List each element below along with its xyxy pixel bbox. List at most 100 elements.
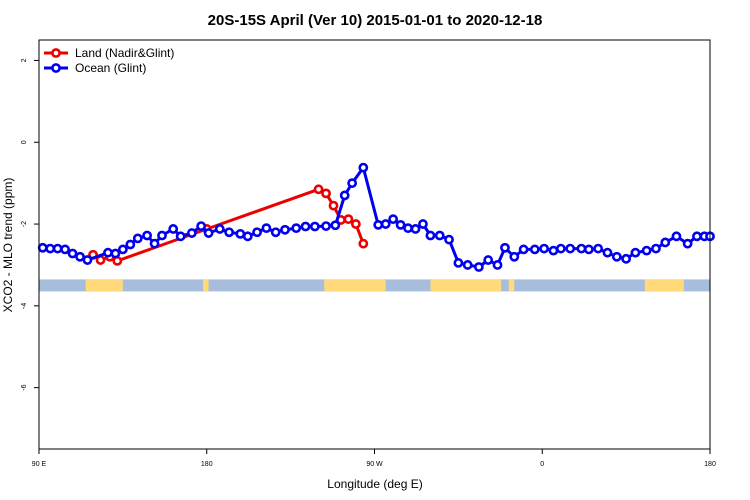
ocean-point (52, 243, 63, 254)
x-tick-label: 0 (540, 461, 544, 468)
ocean-point (425, 230, 436, 241)
x-tick-label: 180 (201, 461, 213, 468)
land-segment-0 (85, 279, 123, 292)
ocean-point (518, 244, 529, 255)
ocean-point (37, 242, 48, 253)
ocean-point (509, 251, 520, 262)
ocean-point (358, 162, 369, 173)
ocean-point (235, 228, 246, 239)
ocean-point (132, 233, 143, 244)
ocean-point (630, 247, 641, 258)
land-segment-1 (203, 279, 209, 292)
x-axis-label: Longitude (deg E) (327, 477, 422, 491)
ocean-point (555, 243, 566, 254)
ocean-point (270, 227, 281, 238)
ocean-point (395, 219, 406, 230)
ocean-point (175, 231, 186, 242)
series-layer (37, 162, 715, 272)
ocean-point (444, 234, 454, 245)
ocean-point (142, 230, 153, 241)
land-point (321, 188, 331, 199)
y-tick-label: 2 (21, 58, 28, 62)
ocean-point (186, 228, 197, 238)
ocean-point (252, 227, 262, 238)
ocean-point (403, 223, 413, 234)
ocean-point (291, 223, 302, 234)
ocean-point (462, 260, 473, 270)
y-tick-label: -2 (21, 221, 28, 227)
x-axis: 90 E 180 90 W 0 180 (32, 449, 716, 468)
ocean-point (103, 247, 113, 258)
ocean-point (651, 243, 661, 254)
y-axis: 2 0 -2 -4 -6 (21, 58, 39, 391)
ocean-point (434, 230, 445, 241)
ocean-point (380, 219, 391, 229)
ocean-point (224, 227, 235, 238)
ocean-point (82, 255, 93, 265)
land-point (350, 219, 361, 229)
land-segment-2 (324, 279, 386, 292)
x-tick-label: 90 E (32, 461, 47, 468)
ocean-point (261, 223, 272, 234)
y-tick-label: -6 (21, 384, 28, 390)
ocean-point (410, 224, 421, 234)
land-segment-3 (430, 279, 502, 292)
x-tick-label: 180 (704, 461, 716, 468)
ocean-point (583, 244, 594, 255)
ocean-point (660, 237, 671, 248)
ocean-point (321, 221, 331, 231)
ocean-point (242, 231, 253, 242)
land-point (328, 200, 339, 211)
ocean-point (117, 244, 128, 255)
ocean-point (214, 224, 225, 234)
ocean-point (157, 230, 167, 241)
ocean-point (168, 224, 179, 234)
ocean-point (692, 231, 702, 242)
ocean-point (125, 239, 136, 250)
land-point (313, 184, 324, 195)
ocean-point (373, 219, 384, 230)
ocean-point (418, 219, 428, 229)
ocean-point (347, 178, 358, 189)
ocean-point (388, 214, 399, 225)
ocean-point (492, 260, 503, 270)
ocean-point (602, 247, 613, 258)
ocean-point (453, 258, 464, 268)
ocean-point (75, 251, 85, 262)
ocean-point (500, 242, 510, 253)
ocean-point (330, 220, 341, 231)
ocean-point (529, 244, 540, 255)
ocean-point (300, 221, 311, 232)
ocean-point (203, 228, 214, 238)
ocean-point (149, 238, 160, 249)
ocean-point (67, 248, 78, 259)
ocean-point (611, 251, 622, 262)
ocean-point (110, 248, 121, 259)
legend-land-label: Land (Nadir&Glint) (75, 46, 174, 60)
land-segment-4 (508, 279, 515, 292)
ocean-point (60, 244, 70, 255)
legend-ocean-label: Ocean (Glint) (75, 61, 146, 75)
ocean-point (45, 243, 56, 254)
ocean-point (280, 224, 290, 235)
land-point (343, 214, 354, 225)
plot-frame (38, 39, 711, 450)
land-point (358, 238, 369, 249)
x-tick-label: 90 W (366, 461, 383, 468)
ocean-point (196, 221, 207, 231)
ocean-point (565, 243, 576, 254)
ocean-point (539, 243, 550, 254)
ocean-point (641, 245, 652, 256)
ocean-point (671, 231, 682, 242)
ocean-point (483, 255, 494, 265)
legend-ocean-marker (51, 63, 61, 73)
y-tick-label: -4 (21, 303, 28, 309)
ocean-point (593, 243, 604, 254)
ocean-point (548, 245, 559, 256)
chart-title: 20S-15S April (Ver 10) 2015-01-01 to 202… (208, 12, 543, 29)
y-axis-label: XCO2 - MLO trend (ppm) (1, 178, 15, 313)
ocean-point (621, 253, 632, 264)
legend-land-marker (51, 48, 61, 58)
legend: Land (Nadir&Glint)Ocean (Glint) (44, 46, 174, 75)
